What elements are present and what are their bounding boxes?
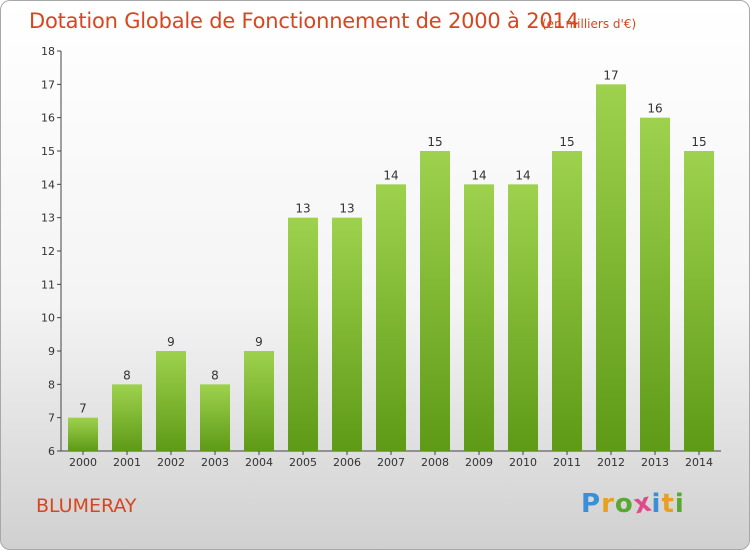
y-tick-label: 12 (41, 245, 55, 258)
y-tick-label: 13 (41, 212, 55, 225)
x-tick-label: 2005 (289, 456, 317, 469)
logo-letter: o (614, 489, 634, 519)
bar (332, 217, 362, 451)
bar-value-label: 14 (515, 168, 530, 182)
proxiti-logo: Proxiti (581, 487, 685, 520)
bar (596, 84, 626, 451)
bar (552, 151, 582, 451)
x-tick-label: 2011 (553, 456, 581, 469)
chart-title: Dotation Globale de Fonctionnement de 20… (29, 9, 579, 33)
bar-value-label: 8 (211, 368, 219, 382)
y-tick-label: 7 (48, 412, 55, 425)
bar (156, 351, 186, 451)
bar-value-label: 17 (603, 68, 618, 82)
bar (244, 351, 274, 451)
x-tick-label: 2013 (641, 456, 669, 469)
logo-letter: P (581, 489, 602, 519)
bar (376, 184, 406, 452)
bar (288, 217, 318, 451)
logo-letter: t (661, 489, 675, 519)
x-tick-label: 2006 (333, 456, 361, 469)
x-tick-label: 2008 (421, 456, 449, 469)
x-tick-label: 2003 (201, 456, 229, 469)
bar (68, 417, 98, 451)
x-tick-label: 2001 (113, 456, 141, 469)
x-tick-label: 2000 (69, 456, 97, 469)
x-tick-label: 2007 (377, 456, 405, 469)
bar (200, 384, 230, 451)
x-tick-label: 2004 (245, 456, 273, 469)
bar (508, 184, 538, 452)
bar-value-label: 9 (255, 335, 263, 349)
bar (684, 151, 714, 451)
y-tick-label: 15 (41, 145, 55, 158)
y-tick-label: 18 (41, 45, 55, 58)
y-tick-label: 10 (41, 312, 55, 325)
chart-unit: (en milliers d'€) (542, 17, 637, 31)
y-tick-label: 8 (48, 378, 55, 391)
logo-letter: i (651, 489, 662, 519)
y-tick-label: 9 (48, 345, 55, 358)
bar (464, 184, 494, 452)
bar-value-label: 7 (79, 402, 87, 416)
bar-value-label: 15 (691, 135, 706, 149)
x-tick-label: 2009 (465, 456, 493, 469)
y-tick-label: 11 (41, 278, 55, 291)
bar (640, 117, 670, 452)
logo-letter: r (601, 489, 615, 519)
bar-value-label: 14 (471, 168, 486, 182)
bar (112, 384, 142, 451)
bar-value-label: 15 (427, 135, 442, 149)
bar-value-label: 13 (295, 202, 310, 216)
bar-value-label: 8 (123, 368, 131, 382)
bar (420, 151, 450, 451)
x-tick-label: 2014 (685, 456, 713, 469)
y-tick-label: 16 (41, 112, 55, 125)
bar-value-label: 15 (559, 135, 574, 149)
x-tick-label: 2010 (509, 456, 537, 469)
x-tick-label: 2002 (157, 456, 185, 469)
x-tick-label: 2012 (597, 456, 625, 469)
bar-value-label: 14 (383, 168, 398, 182)
bar-value-label: 16 (647, 102, 662, 116)
y-tick-label: 17 (41, 78, 55, 91)
place-name: BLUMERAY (36, 495, 137, 517)
y-tick-label: 14 (41, 178, 55, 191)
y-tick-label: 6 (48, 445, 55, 458)
bar-value-label: 13 (339, 202, 354, 216)
bar-value-label: 9 (167, 335, 175, 349)
logo-letter: i (674, 489, 685, 519)
